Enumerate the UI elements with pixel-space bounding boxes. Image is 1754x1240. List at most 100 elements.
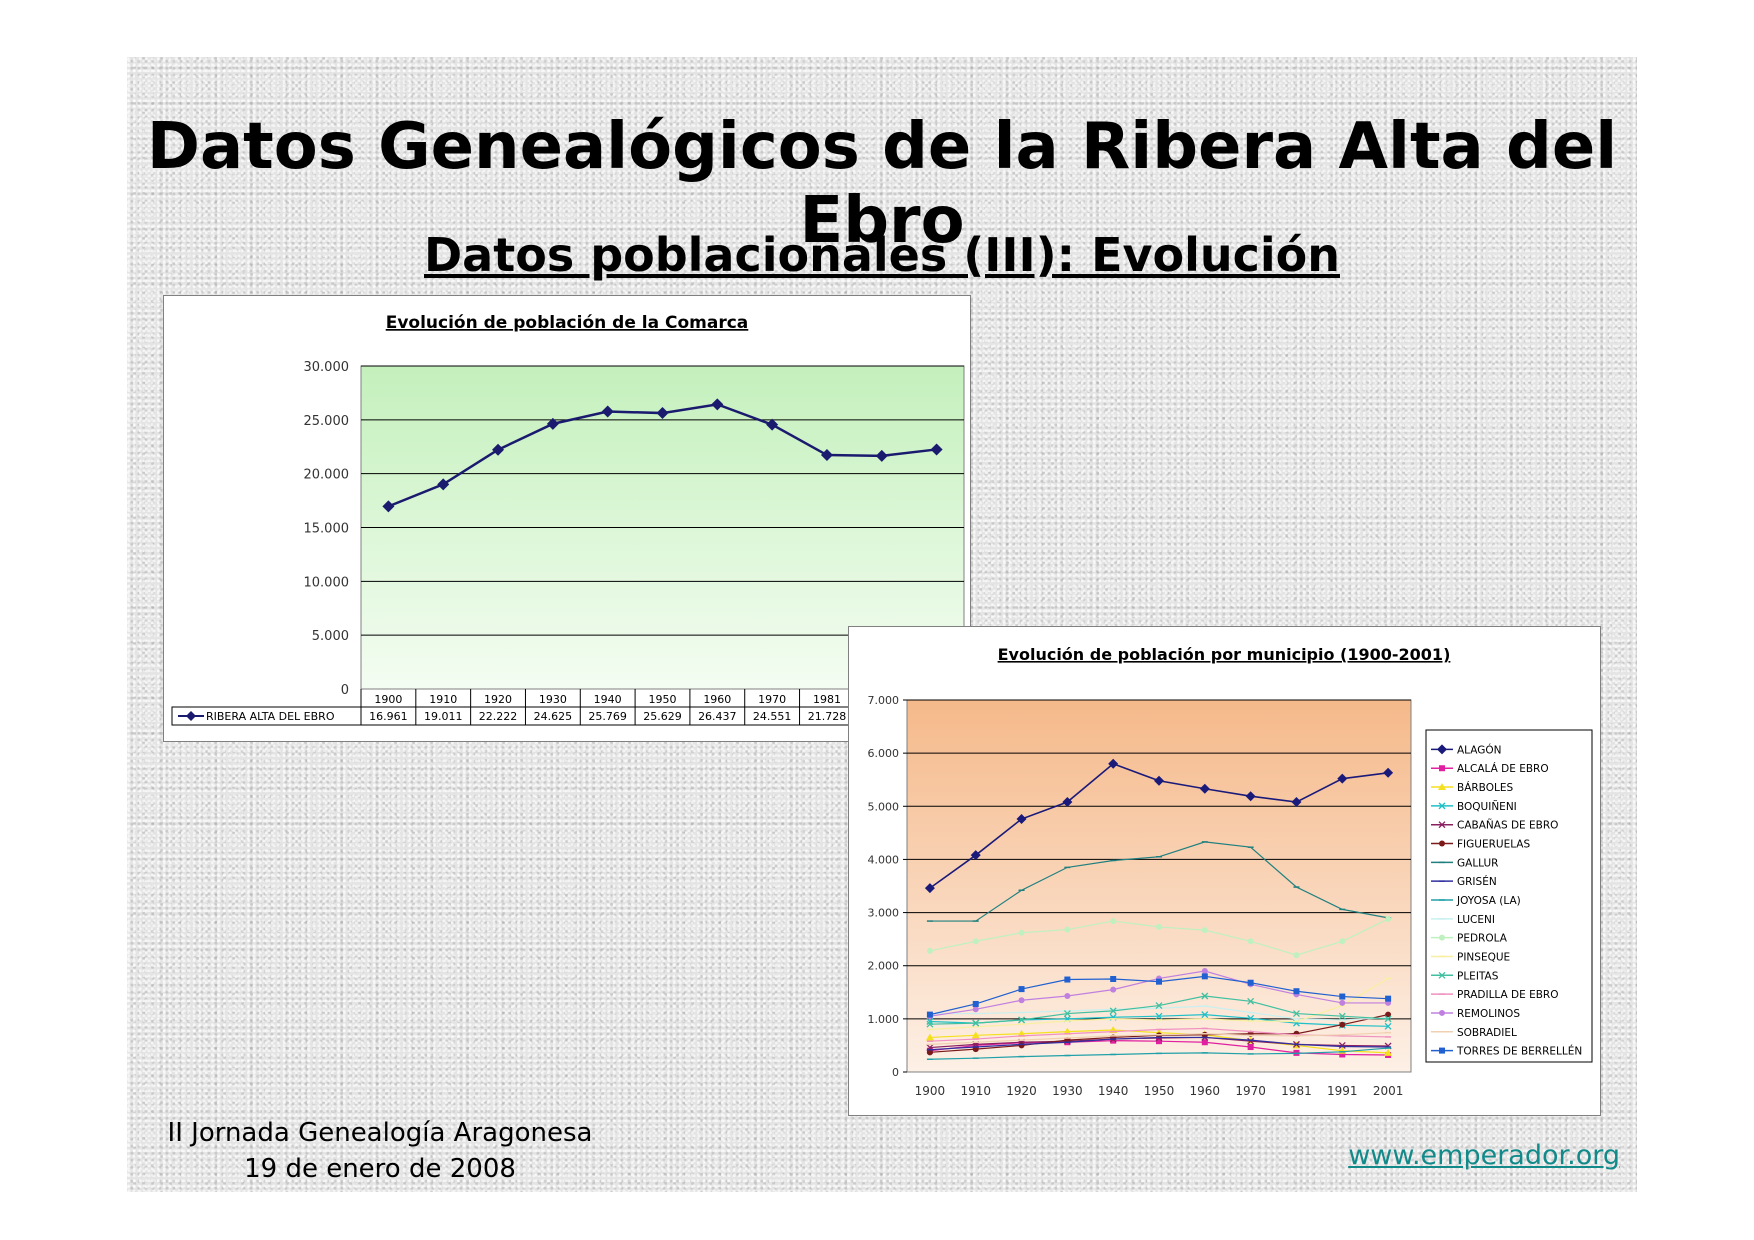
- legend-marker: [1439, 765, 1445, 772]
- data-point: [972, 1006, 979, 1013]
- data-point: [971, 1031, 980, 1039]
- legend-label: PLEITAS: [1457, 970, 1499, 982]
- legend-label: BOQUIÑENI: [1457, 800, 1517, 813]
- legend-label: SOBRADIEL: [1457, 1027, 1517, 1039]
- data-point: [924, 883, 935, 894]
- x-category-label: 1970: [1235, 1084, 1266, 1098]
- y-tick-label: 10.000: [304, 575, 350, 590]
- data-point: [926, 947, 933, 954]
- y-tick-label: 30.000: [304, 360, 350, 375]
- data-point: [1018, 986, 1025, 993]
- x-category-label: 1960: [703, 693, 731, 706]
- municipio-chart: Evolución de población por municipio (19…: [848, 626, 1601, 1116]
- y-tick-label: 0: [341, 683, 349, 698]
- data-point: [925, 1033, 934, 1041]
- legend-label: PRADILLA DE EBRO: [1457, 989, 1558, 1001]
- data-point: [1199, 783, 1210, 794]
- data-point: [1063, 1010, 1071, 1018]
- data-point: [546, 417, 559, 430]
- data-point: [1018, 929, 1025, 936]
- legend-label: PINSEQUE: [1457, 951, 1510, 963]
- data-point: [972, 1042, 979, 1049]
- chart-title: Evolución de población de la Comarca: [386, 313, 749, 333]
- x-category-label: 1910: [429, 693, 457, 706]
- data-point: [1156, 978, 1162, 985]
- y-tick-label: 20.000: [304, 468, 350, 483]
- data-point: [1339, 993, 1346, 1000]
- data-point: [926, 1011, 933, 1018]
- table-value-label: 21.728: [808, 710, 847, 723]
- table-value-label: 22.222: [479, 710, 517, 723]
- data-point: [1201, 1011, 1209, 1019]
- data-point: [1339, 938, 1346, 945]
- plot-area: [906, 699, 1412, 1073]
- data-point: [926, 1020, 934, 1028]
- legend-label: ALAGÓN: [1457, 743, 1502, 756]
- x-category-label: 1900: [374, 693, 402, 706]
- data-point: [1201, 973, 1208, 980]
- y-tick-label: 0: [892, 1066, 899, 1079]
- data-point: [1247, 938, 1254, 945]
- y-tick-label: 6.000: [868, 747, 900, 760]
- website-link[interactable]: www.emperador.org: [1348, 1140, 1620, 1171]
- data-point: [1110, 986, 1117, 993]
- x-category-label: 1991: [1327, 1084, 1358, 1098]
- legend: [1425, 729, 1593, 1063]
- x-category-label: 1981: [1281, 1084, 1312, 1098]
- legend-marker: [1437, 744, 1447, 755]
- legend-label: RIBERA ALTA DEL EBRO: [206, 710, 335, 723]
- data-point: [1201, 968, 1208, 975]
- data-point: [1385, 1011, 1392, 1018]
- y-tick-label: 5.000: [868, 800, 900, 813]
- legend-label: JOYOSA (LA): [1456, 895, 1521, 907]
- data-point: [1293, 952, 1300, 959]
- data-point: [382, 500, 395, 513]
- x-category-label: 1950: [1144, 1084, 1175, 1098]
- legend-marker: [1438, 821, 1446, 829]
- data-point: [1110, 918, 1117, 925]
- x-category-label: 1920: [484, 693, 512, 706]
- data-point: [1201, 927, 1208, 934]
- data-point: [1384, 1015, 1392, 1023]
- data-point: [1064, 976, 1071, 983]
- data-point: [1155, 1012, 1163, 1020]
- data-point: [601, 405, 614, 418]
- data-point: [1110, 976, 1117, 982]
- x-category-label: 1920: [1006, 1084, 1037, 1098]
- y-tick-label: 7.000: [868, 694, 900, 707]
- event-footer: II Jornada Genealogía Aragonesa 19 de en…: [150, 1115, 610, 1187]
- data-point: [926, 1049, 933, 1056]
- legend-label: LUCENI: [1457, 914, 1495, 926]
- data-point: [1156, 923, 1162, 930]
- y-tick-label: 5.000: [312, 629, 349, 644]
- event-date: 19 de enero de 2008: [244, 1154, 516, 1184]
- x-category-label: 1930: [1052, 1084, 1083, 1098]
- data-point: [926, 1018, 934, 1025]
- legend-label: GALLUR: [1457, 857, 1498, 869]
- data-point: [1017, 1029, 1026, 1037]
- data-point: [1155, 1002, 1163, 1010]
- table-value-label: 26.437: [698, 710, 737, 723]
- table-value-label: 24.625: [534, 710, 573, 723]
- data-point: [1247, 1037, 1255, 1045]
- data-point: [1110, 1037, 1117, 1044]
- x-category-label: 1940: [594, 693, 622, 706]
- data-point: [972, 1000, 979, 1007]
- legend-marker: [1438, 802, 1446, 810]
- event-name: II Jornada Genealogía Aragonesa: [167, 1118, 593, 1148]
- data-point: [1245, 791, 1256, 802]
- data-point: [1339, 1021, 1346, 1028]
- data-point: [972, 938, 979, 945]
- legend-label: FIGUERUELAS: [1457, 839, 1530, 851]
- legend-label: REMOLINOS: [1457, 1008, 1520, 1020]
- y-tick-label: 4.000: [868, 853, 900, 866]
- y-tick-label: 3.000: [868, 907, 900, 920]
- data-point: [1108, 758, 1119, 769]
- data-point: [1109, 1007, 1117, 1015]
- legend-marker: [1438, 783, 1446, 791]
- slide-subtitle: Datos poblacionales (III): Evolución: [424, 228, 1340, 282]
- data-point: [1339, 1051, 1346, 1058]
- data-point: [1064, 993, 1071, 1000]
- comarca-chart: Evolución de población de la Comarca 0 5.0…: [163, 295, 971, 742]
- data-point: [1293, 988, 1300, 995]
